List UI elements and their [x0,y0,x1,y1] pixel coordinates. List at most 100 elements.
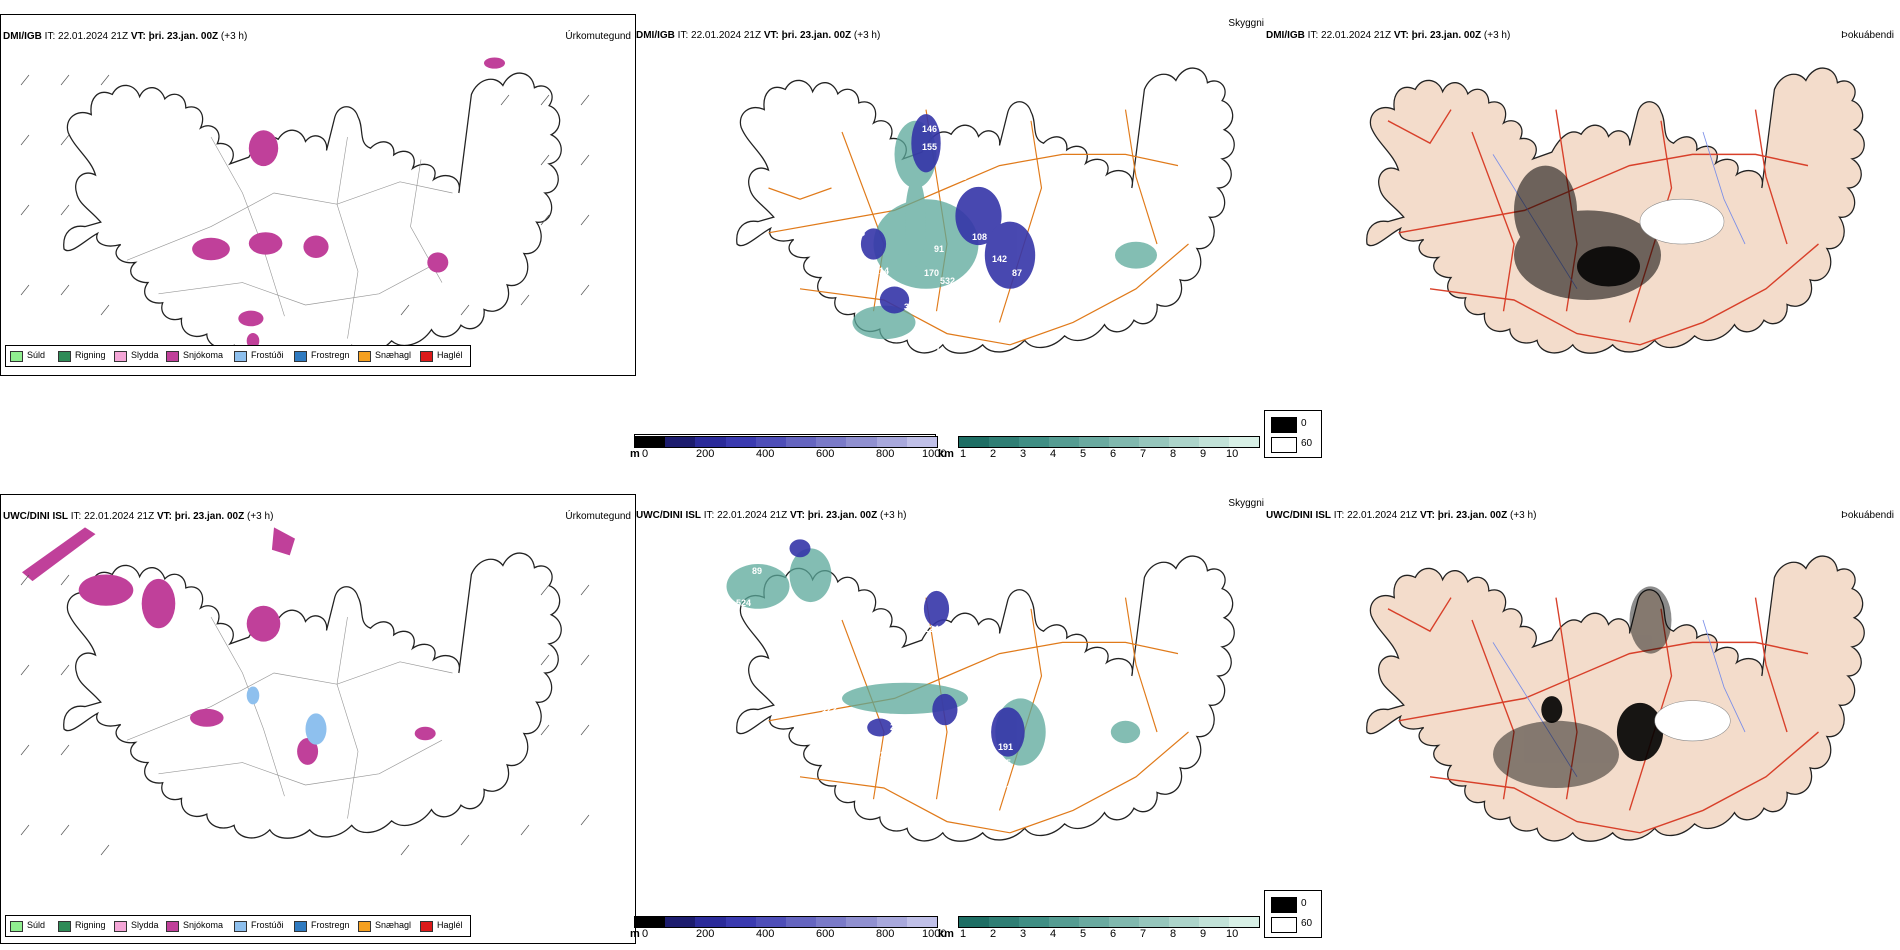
scale-cell [876,437,907,447]
scale-tick: 3 [1020,448,1027,460]
ceiling-value-label: 182 [1006,784,1021,794]
ceiling-value-label: 87 [1012,268,1022,278]
scale-unit: m [630,448,640,460]
scale-unit: m [630,928,640,940]
lead-time: (+3 h) [1510,510,1537,521]
legend-swatch [420,351,433,362]
scale-tick: 6 [1110,928,1117,940]
valid-label: VT: [130,31,146,42]
ceiling-value-label: 170 [924,268,939,278]
valid-label: VT: [156,511,172,522]
panel-title: Úrkomutegund [565,511,631,522]
ceiling-value-label: 532 [940,276,955,286]
model-name: UWC/DINI ISL [636,510,701,521]
lead-time: (+3 h) [247,511,274,522]
ceiling-scale-ticks: m 0 200 400 600 800 1000 [630,448,950,462]
model-name: DMI/IGB [636,30,675,41]
legend-swatch [294,921,307,932]
visibility-map-top: 146 155 123 91 108 142 87 170 532 12 160… [736,67,1235,354]
model-name: DMI/IGB [3,31,42,42]
scale-unit: km [938,928,954,940]
valid-time: þri. 23.jan. 00Z [174,511,245,522]
legend-label: Frostúði [251,920,284,930]
ceiling-value-label: 192 [870,750,885,760]
scale-cell [1079,437,1109,447]
ceiling-value-label: 122 [822,704,837,714]
valid-label: VT: [763,30,779,41]
scale-tick: 200 [696,928,715,940]
ceiling-value-label: 108 [972,232,987,242]
valid-time: þri. 23.jan. 00Z [807,510,878,521]
ceiling-value-label: 89 [752,566,762,576]
scale-cell [1229,917,1259,927]
ceiling-value-label: 105 [996,758,1011,768]
ceiling-value-label: 191 [998,742,1013,752]
init-time: 22.01.2024 21Z [717,510,788,521]
visibility-color-scale [958,916,1260,928]
ceiling-value-label: 207 [926,342,941,352]
scale-cell [1169,917,1199,927]
ceiling-color-scale [634,436,938,448]
legend-swatch [358,351,371,362]
init-time: 22.01.2024 21Z [58,31,129,42]
scale-cell [846,437,877,447]
lead-time: (+3 h) [880,510,907,521]
scale-tick: 8 [1170,928,1177,940]
ceiling-value-label: 256 [852,280,867,290]
precip-map-bottom [20,527,590,856]
scale-cell [1109,437,1139,447]
scale-cell [1079,917,1109,927]
scale-tick: 9 [1200,928,1207,940]
visibility-scale-ticks: km 1 2 3 4 5 6 7 8 9 10 [938,448,1268,462]
valid-time: þri. 23.jan. 00Z [1437,510,1508,521]
scale-cell [1049,917,1079,927]
legend-label: 0 [1301,418,1307,429]
scale-cell [1019,917,1049,927]
scale-tick: 10 [1226,448,1239,460]
scale-tick: 0 [642,448,649,460]
legend-swatch [58,921,71,932]
scale-unit: km [938,448,954,460]
scale-cell [786,437,817,447]
scale-cell [876,917,907,927]
lead-time: (+3 h) [220,31,248,42]
scale-tick: 2 [990,928,997,940]
ceiling-value-label: 12 [1020,296,1030,306]
ceiling-value-label: 123 [952,172,967,182]
legend-label: Snæhagl [375,350,412,360]
ceiling-color-scale [634,916,938,928]
scale-tick: 600 [816,448,835,460]
fog-indicator-panel-top: DMI/IGB IT: 22.01.2024 21Z VT: þri. 23.j… [1264,14,1900,384]
fog-indicator-panel-bottom: UWC/DINI ISL IT: 22.01.2024 21Z VT: þri.… [1264,494,1900,894]
ceiling-value-label: 146 [922,124,937,134]
legend-label: 60 [1301,918,1313,929]
scale-tick: 0 [642,928,649,940]
precip-legend: Súld Rigning Slydda Snjókoma Frostúði Fr… [5,915,471,937]
visibility-panel-bottom: UWC/DINI ISL IT: 22.01.2024 21Z VT: þri.… [634,494,1264,904]
precip-type-panel-bottom: UWC/DINI ISL IT: 22.01.2024 21Z VT: þri.… [0,494,636,944]
init-label: IT: [703,510,715,521]
precip-type-panel-top: DMI/IGB IT: 22.01.2024 21Z VT: þri. 23.j… [0,14,636,376]
panel-title: Skyggni [1228,498,1264,509]
scale-tick: 5 [1080,928,1087,940]
scale-cell [635,437,666,447]
scale-tick: 1 [960,928,967,940]
scale-cell [959,437,989,447]
legend-swatch [1271,897,1297,913]
legend-swatch [234,351,247,362]
scale-cell [989,437,1019,447]
precip-map-top [20,57,590,359]
scale-cell [1199,917,1229,927]
scale-cell [755,437,787,447]
legend-label: 60 [1301,438,1313,449]
ceiling-value-label: 17 [908,740,918,750]
scale-tick: 400 [756,448,775,460]
scale-tick: 4 [1050,928,1057,940]
legend-swatch [294,351,307,362]
legend-label: 0 [1301,898,1307,909]
legend-label: Súld [27,350,46,360]
scale-tick: 800 [876,448,895,460]
legend-label: Snjókoma [183,920,224,930]
ceiling-value-label: 34 [904,302,914,312]
scale-cell [665,437,696,447]
